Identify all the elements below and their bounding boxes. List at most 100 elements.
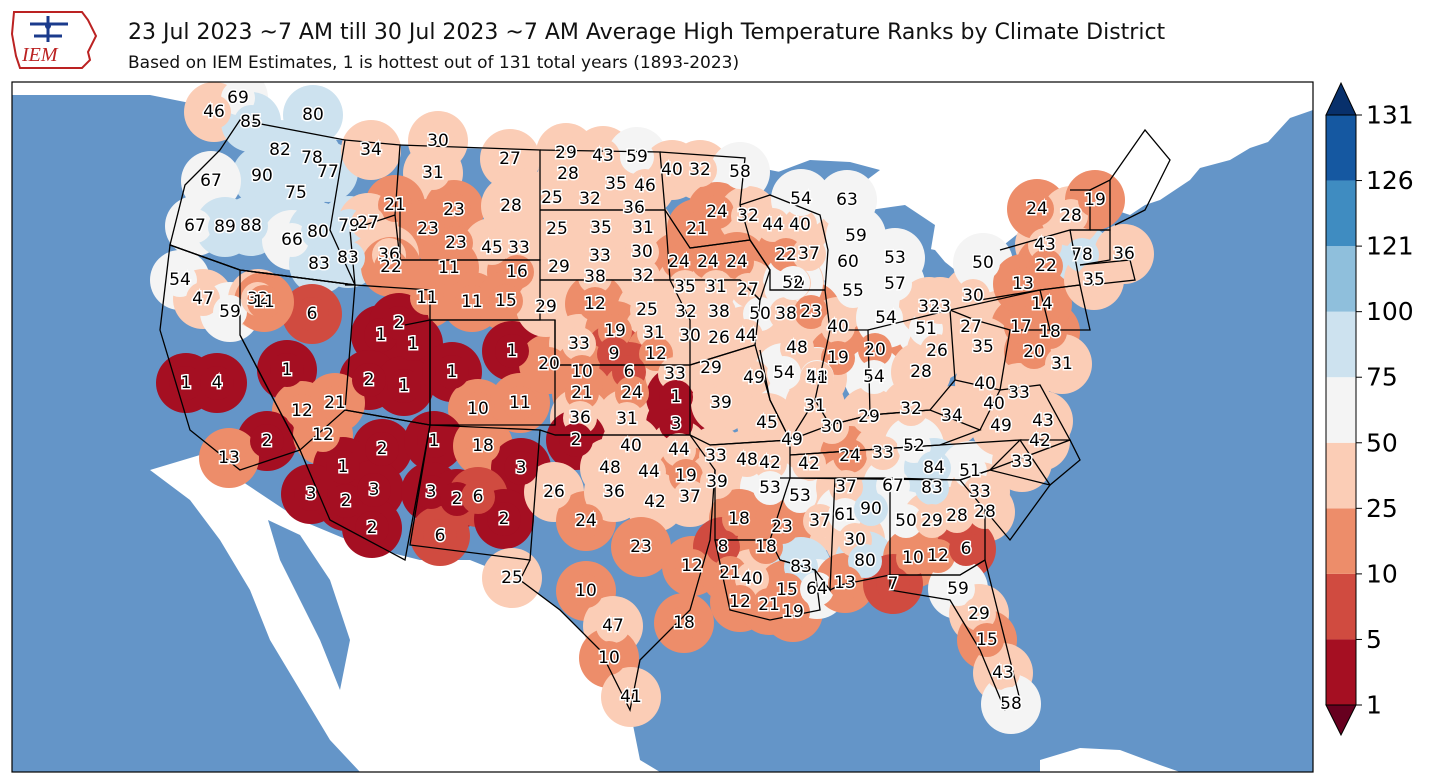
district-rank-label: 45 [481,238,503,258]
district-rank-label: 59 [947,579,969,599]
district-rank-label: 32 [900,399,922,419]
district-rank-label: 15 [776,580,798,600]
district-rank-label: 31 [632,218,654,238]
map-title: 23 Jul 2023 ~7 AM till 30 Jul 2023 ~7 AM… [128,20,1166,45]
district-rank-label: 80 [854,551,876,571]
district-core [435,355,469,389]
district-rank-label: 53 [884,248,906,268]
district-rank-label: 19 [782,602,804,622]
district-rank-label: 54 [790,189,812,209]
district-rank-label: 2 [394,313,405,333]
district-rank-label: 2 [364,370,375,390]
district-core [904,355,938,389]
district-core [659,380,693,414]
district-core [889,504,923,538]
district-rank-label: 45 [756,413,778,433]
district-core [722,502,756,536]
district-core [461,480,495,514]
colorbar-extend-min [1325,704,1357,737]
district-rank-label: 42 [644,492,666,512]
district-core [295,297,329,331]
district-rank-label: 54 [169,270,191,290]
district-rank-label: 79 [338,216,360,236]
district-core [592,641,626,675]
district-rank-label: 24 [706,202,728,222]
district-core [769,297,803,331]
district-core [186,282,220,316]
district-rank-label: 50 [972,253,994,273]
district-rank-label: 32 [579,189,601,209]
district-rank-label: 24 [621,383,643,403]
district-rank-label: 1 [181,373,192,393]
district-rank-label: 27 [960,317,982,337]
colorbar-tick-label: 50 [1366,428,1398,457]
district-rank-label: 80 [307,222,329,242]
district-rank-label: 51 [959,461,981,481]
district-core [1054,199,1088,233]
district-rank-label: 48 [786,338,808,358]
district-rank-label: 33 [664,364,686,384]
district-core [461,392,495,426]
district-rank-label: 44 [762,215,784,235]
colorbar-bin [1326,115,1356,181]
district-rank-label: 6 [624,362,635,382]
district-rank-label: 31 [616,409,638,429]
district-rank-label: 58 [729,162,751,182]
colorbar-bin [1326,508,1356,574]
district-rank-label: 2 [377,439,388,459]
district-rank-label: 36 [569,408,591,428]
colorbar-tick-label: 10 [1366,559,1398,588]
district-rank-label: 40 [789,215,811,235]
colorbar-tick-label: 75 [1366,363,1398,392]
district-rank-label: 43 [592,146,614,166]
district-core [532,347,566,381]
district-rank-label: 3 [306,484,317,504]
district-rank-label: 6 [435,526,446,546]
district-core [562,327,596,361]
district-rank-label: 24 [575,511,597,531]
district-rank-label: 40 [741,569,763,589]
district-core [1004,310,1038,344]
district-core [878,241,912,275]
district-rank-label: 23 [630,537,652,557]
district-rank-label: 24 [697,252,719,272]
district-rank-label: 67 [200,171,222,191]
district-rank-label: 29 [555,143,577,163]
district-core [704,386,738,420]
district-rank-label: 49 [743,368,765,388]
district-rank-label: 32 [737,206,759,226]
district-rank-label: 25 [501,568,523,588]
district-rank-label: 1 [399,376,410,396]
colorbar-frame [1325,114,1357,706]
district-rank-label: 26 [543,482,565,502]
district-core [632,455,666,489]
district-core [1107,237,1141,271]
district-core [489,284,523,318]
district-rank-label: 18 [472,436,494,456]
district-rank-label: 23 [771,517,793,537]
district-rank-label: 33 [1011,452,1033,472]
district-core [750,406,784,440]
district-rank-label: 35 [674,277,696,297]
district-core [723,155,757,189]
district-core [597,475,631,509]
district-rank-label: 29 [548,257,570,277]
district-rank-label: 14 [1031,294,1053,314]
district-rank-label: 23 [417,219,439,239]
district-rank-label: 34 [360,140,382,160]
district-core [503,386,537,420]
district-rank-label: 90 [251,166,273,186]
district-rank-label: 33 [969,482,991,502]
colorbar-bin [1326,442,1356,509]
district-rank-label: 19 [604,321,626,341]
district-rank-label: 33 [589,246,611,266]
windmill-icon [30,16,68,42]
district-rank-label: 83 [308,254,330,274]
district-core [599,167,633,201]
district-rank-label: 80 [302,105,324,125]
district-rank-label: 23 [800,302,822,322]
district-rank-label: 28 [946,506,968,526]
district-core [212,441,246,475]
district-core [535,181,569,215]
district-rank-label: 82 [269,140,291,160]
